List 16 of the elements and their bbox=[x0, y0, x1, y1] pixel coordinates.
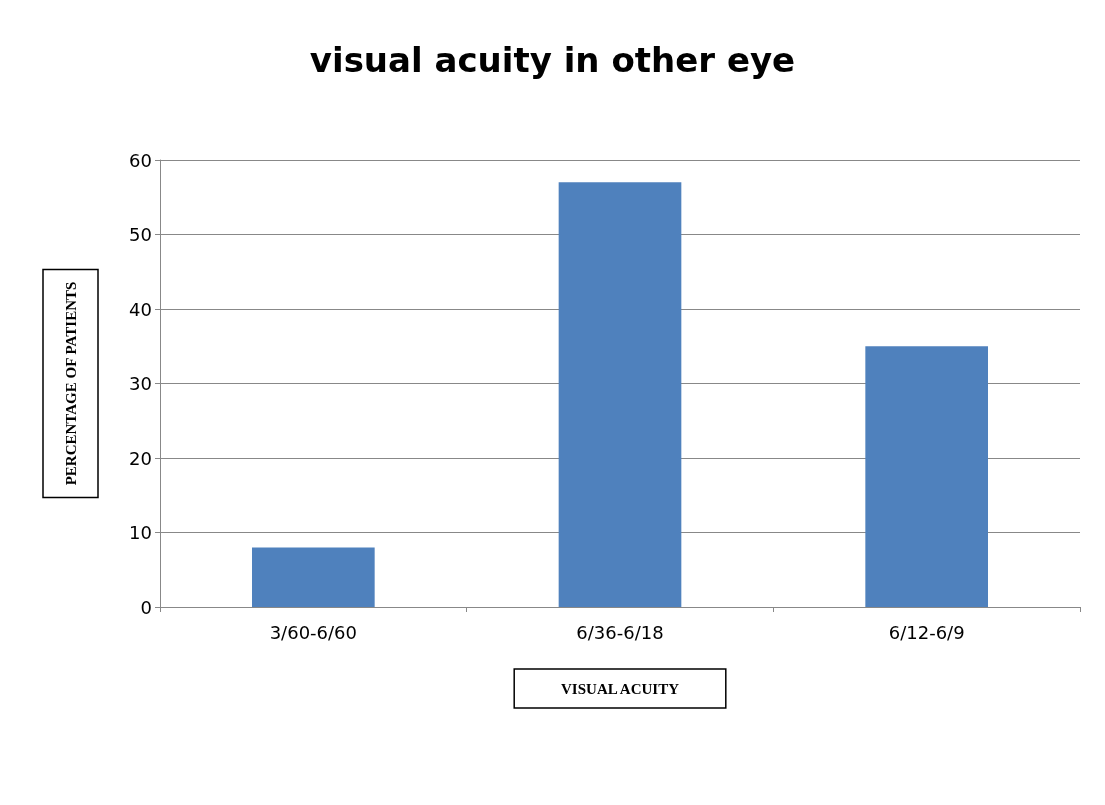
y-tick-label: 50 bbox=[129, 224, 152, 245]
y-tick-label: 60 bbox=[129, 149, 152, 171]
bar bbox=[558, 182, 682, 607]
y-tick-label: 0 bbox=[140, 596, 152, 618]
x-tick-label: 6/36-6/18 bbox=[576, 621, 664, 643]
y-axis-title: PERCENTAGE OF PATIENTS bbox=[62, 281, 79, 486]
x-tick-label: 3/60-6/60 bbox=[269, 621, 358, 643]
bar bbox=[252, 547, 375, 607]
x-tick-label: 6/12-6/9 bbox=[888, 621, 965, 643]
y-tick-label: 30 bbox=[129, 373, 152, 394]
y-tick-label: 10 bbox=[129, 522, 152, 543]
bar bbox=[865, 346, 988, 607]
y-tick-label: 20 bbox=[129, 447, 152, 469]
x-axis-title: VISUAL ACUITY bbox=[561, 680, 680, 697]
chart-title: visual acuity in other eye bbox=[309, 40, 796, 80]
y-tick-label: 40 bbox=[129, 298, 152, 320]
